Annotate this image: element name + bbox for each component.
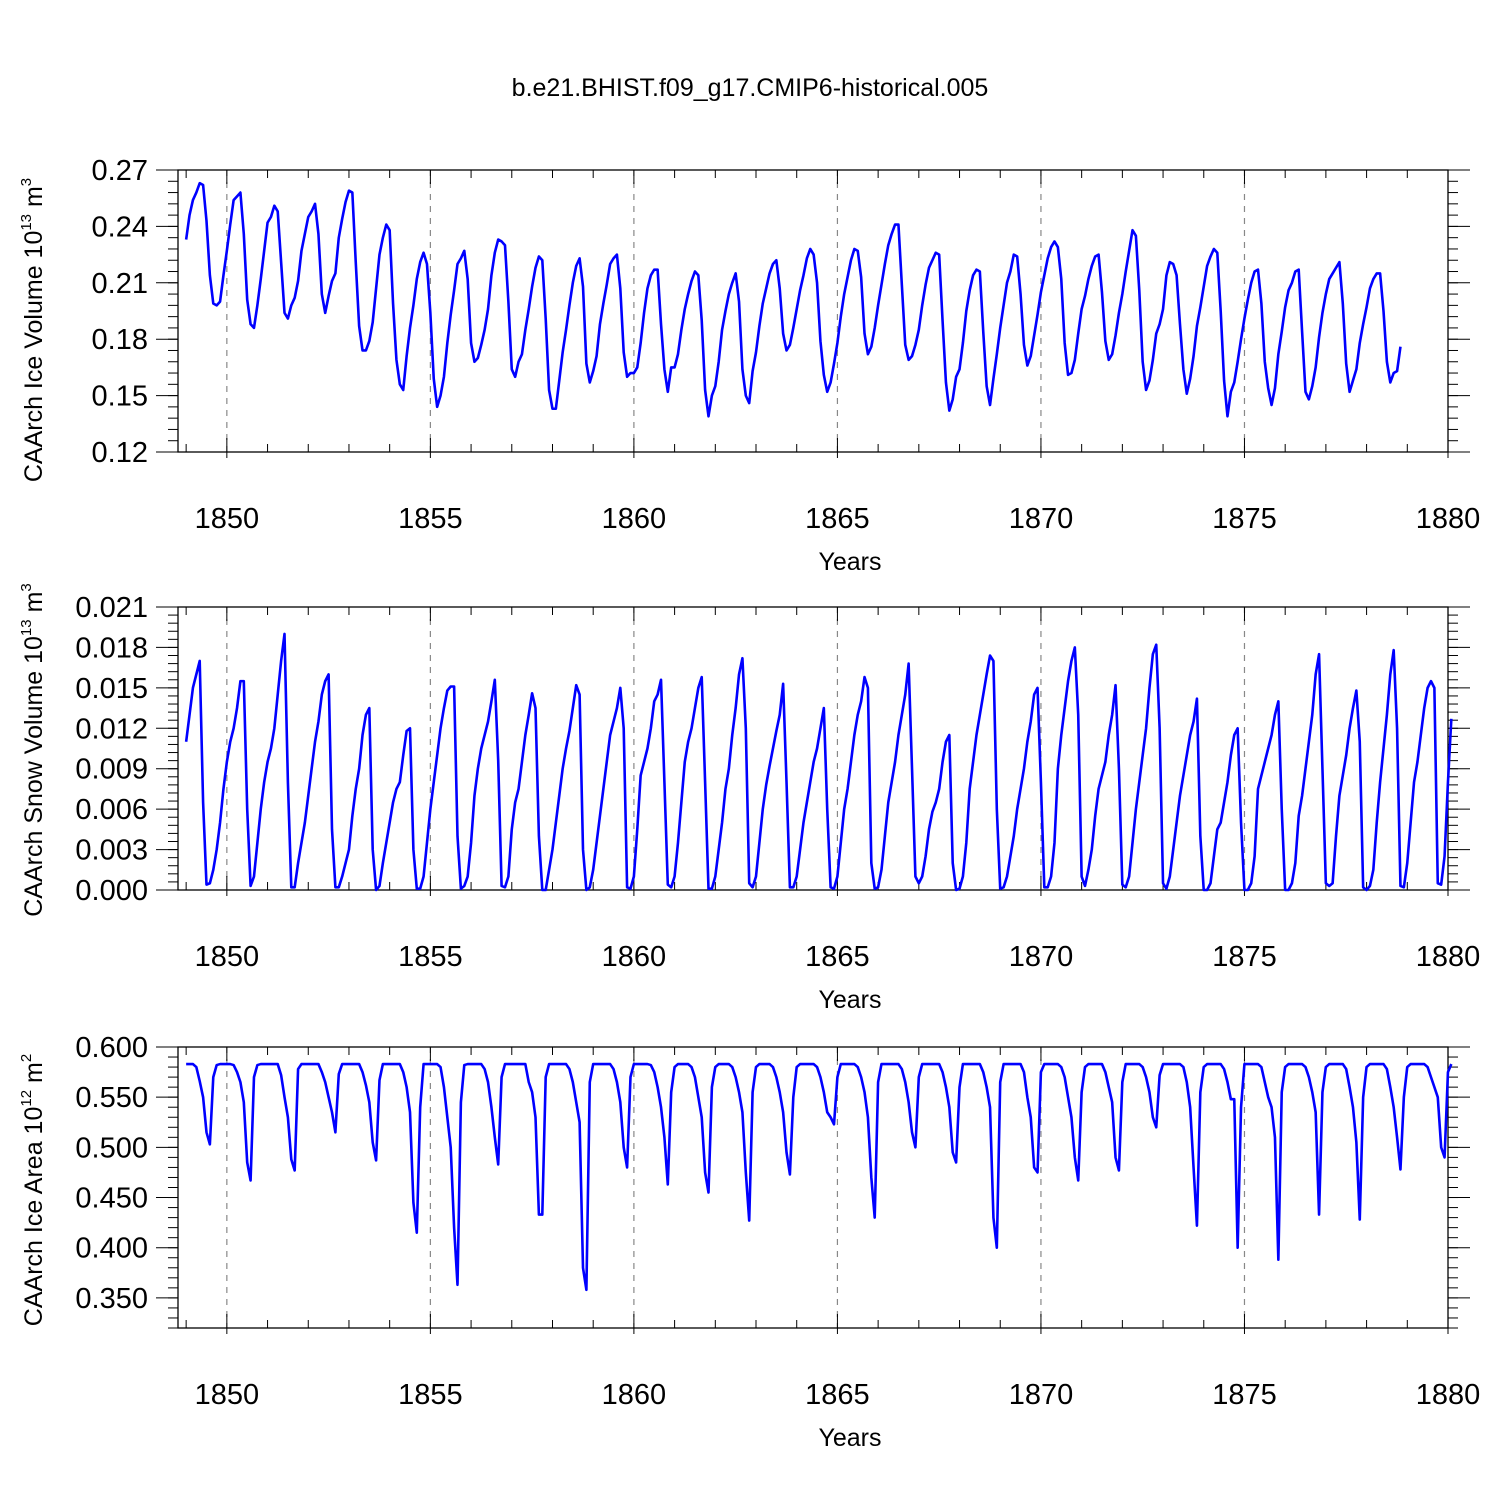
chart-panel-3: 0.350 0.400 0.450 0.500 0.550 0.600 1850 1855 18… [18, 1032, 1480, 1452]
y-tick-label: 0.350 [75, 1283, 148, 1315]
y-tick-label: 0.012 [75, 713, 148, 745]
x-tick-label: 1880 [1416, 503, 1481, 535]
chart-panel-1: 0.12 0.15 0.18 0.21 0.24 0.27 1850 1855 1860 1865… [18, 155, 1480, 576]
y-tick-label: 0.021 [75, 592, 148, 624]
figure-title: b.e21.BHIST.f09_g17.CMIP6-historical.005 [512, 74, 989, 102]
x-tick-label: 1850 [195, 503, 260, 535]
x-axis-label: Years [818, 1424, 881, 1452]
x-tick-label: 1880 [1416, 1379, 1481, 1411]
data-series-line [186, 1062, 1453, 1292]
x-tick-label: 1860 [602, 1379, 667, 1411]
y-tick-label: 0.003 [75, 835, 148, 867]
x-tick-label: 1875 [1212, 503, 1277, 535]
y-tick-label: 0.27 [92, 155, 148, 187]
x-tick-label: 1855 [398, 941, 463, 973]
x-tick-label: 1855 [398, 1379, 463, 1411]
y-tick-label: 0.015 [75, 673, 148, 705]
chart-panel-2: 0.000 0.003 0.006 0.009 0.012 0.015 0.018 0.021… [18, 583, 1480, 1014]
x-axis-label: Years [818, 548, 881, 576]
x-tick-label: 1865 [805, 1379, 870, 1411]
y-tick-label: 0.21 [92, 268, 148, 300]
x-tick-label: 1870 [1009, 1379, 1074, 1411]
x-tick-label: 1870 [1009, 503, 1074, 535]
x-tick-label: 1850 [195, 1379, 260, 1411]
y-tick-label: 0.006 [75, 794, 148, 826]
x-tick-label: 1865 [805, 941, 870, 973]
y-axis-label: CAArch Ice Volume 1013 m3 [18, 178, 48, 482]
y-tick-label: 0.18 [92, 324, 148, 356]
x-tick-label: 1870 [1009, 941, 1074, 973]
data-series-line [184, 632, 1453, 892]
x-tick-label: 1880 [1416, 941, 1481, 973]
data-series-line [184, 181, 1402, 418]
x-tick-label: 1855 [398, 503, 463, 535]
y-tick-label: 0.600 [75, 1032, 148, 1064]
y-tick-label: 0.500 [75, 1132, 148, 1164]
x-tick-label: 1860 [602, 503, 667, 535]
x-tick-label: 1875 [1212, 941, 1277, 973]
plot-frame [177, 1046, 1449, 1329]
y-tick-label: 0.000 [75, 875, 148, 907]
x-tick-label: 1875 [1212, 1379, 1277, 1411]
y-tick-label: 0.009 [75, 754, 148, 786]
x-tick-label: 1865 [805, 503, 870, 535]
x-tick-label: 1850 [195, 941, 260, 973]
y-tick-label: 0.450 [75, 1183, 148, 1215]
y-axis-label: CAArch Snow Volume 1013 m3 [18, 583, 48, 917]
y-tick-label: 0.550 [75, 1082, 148, 1114]
x-tick-label: 1860 [602, 941, 667, 973]
y-tick-label: 0.15 [92, 381, 148, 413]
plot-frame [177, 606, 1449, 891]
y-tick-label: 0.12 [92, 437, 148, 469]
x-axis-label: Years [818, 986, 881, 1014]
y-tick-label: 0.24 [92, 211, 148, 243]
y-axis-label: CAArch Ice Area 1012 m2 [18, 1054, 48, 1326]
y-tick-label: 0.018 [75, 632, 148, 664]
y-tick-label: 0.400 [75, 1233, 148, 1265]
chart-panels: 0.12 0.15 0.18 0.21 0.24 0.27 1850 1855 1860 1865… [18, 155, 1480, 1452]
plot-frame [177, 169, 1449, 453]
